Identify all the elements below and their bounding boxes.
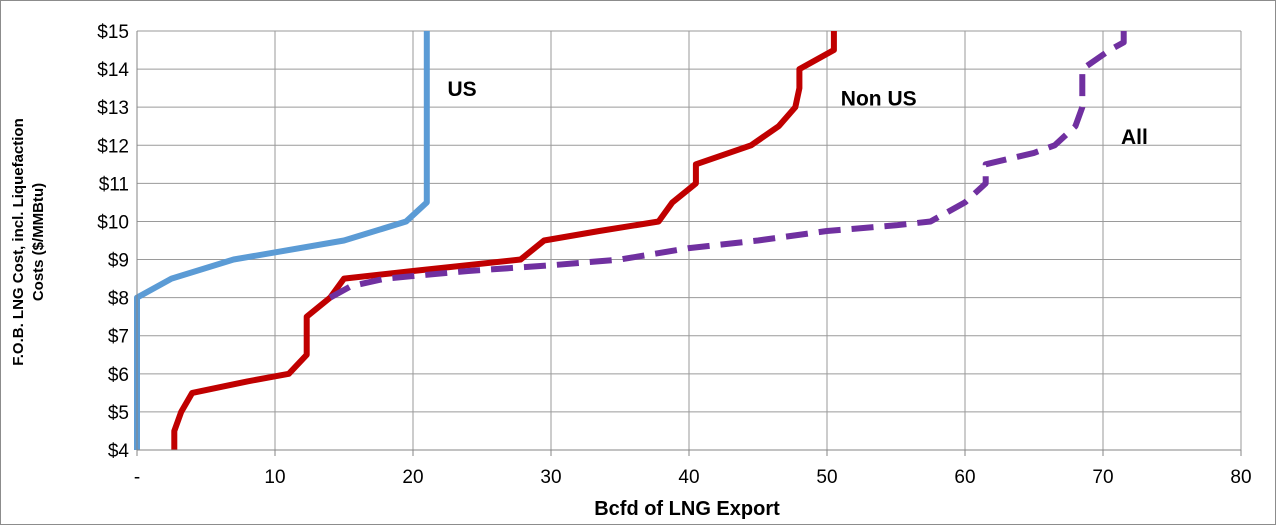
grid-layer (137, 30, 1242, 451)
y-tick-label: $10 (97, 212, 129, 233)
y-tick-label: $11 (99, 174, 129, 195)
series-label-all: All (1121, 126, 1148, 149)
x-tick-label: - (134, 467, 140, 488)
series-line-all (328, 31, 1127, 301)
y-tick-label: $13 (97, 98, 129, 119)
x-tick-label: 50 (816, 467, 837, 488)
y-tick-label: $6 (108, 365, 129, 386)
series-label-us: US (448, 78, 477, 101)
series-layer (134, 31, 1127, 450)
y-tick-label: $4 (108, 441, 130, 462)
x-tick-label: 80 (1230, 467, 1251, 488)
y-tick-label: $5 (108, 403, 129, 424)
y-tick-label: $9 (108, 251, 129, 272)
y-axis-title-line2: Costs ($/MMBtu) (30, 183, 47, 301)
series-line-us (134, 31, 430, 450)
y-tick-label: $14 (97, 60, 129, 81)
x-tick-label: 10 (264, 467, 285, 488)
label-layer: US Non US All (448, 78, 1148, 149)
y-axis-title-line1: F.O.B. LNG Cost, incl. Liquefaction (10, 118, 27, 366)
axis-layer: $4 $5 $6 $7 $8 $9 $10 $11 $12 $13 $14 $15 - 10 20 30 40 5… (97, 22, 1251, 488)
y-tick-label: $8 (108, 289, 129, 310)
series-line-non-us (171, 31, 837, 450)
x-tick-label: 20 (402, 467, 423, 488)
y-tick-label: $12 (97, 136, 129, 157)
x-tick-label: 70 (1092, 467, 1113, 488)
x-tick-label: 60 (954, 467, 975, 488)
y-tick-label: $15 (97, 22, 129, 43)
series-label-non-us: Non US (841, 88, 917, 111)
y-tick-label: $7 (108, 327, 129, 348)
x-tick-label: 40 (678, 467, 699, 488)
x-axis-title: Bcfd of LNG Export (594, 498, 780, 520)
x-tick-label: 30 (540, 467, 561, 488)
